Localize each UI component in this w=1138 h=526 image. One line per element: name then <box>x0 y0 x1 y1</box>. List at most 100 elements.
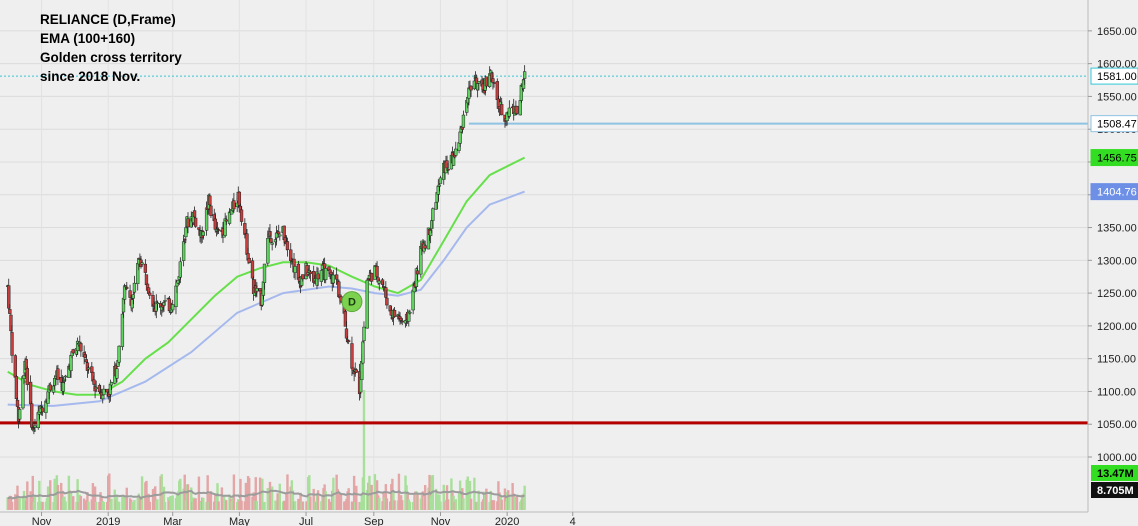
volume-bar <box>370 484 373 510</box>
y-tick-label: 1250.00 <box>1097 288 1137 300</box>
candle-body <box>33 425 37 428</box>
volume-bar <box>94 501 98 510</box>
volume-bar <box>293 501 297 510</box>
price-badge-last <box>1090 67 1138 85</box>
volume-bar <box>445 485 449 510</box>
candle-body <box>25 368 29 385</box>
volume-bar <box>194 498 197 510</box>
candle-body <box>262 263 267 283</box>
volume-bar <box>18 498 21 510</box>
dividend-marker-label: D <box>348 297 356 309</box>
candle-body <box>10 332 14 356</box>
volume-bar <box>278 483 282 510</box>
candle-body <box>84 359 88 363</box>
volume-bar <box>162 486 166 510</box>
candle-body <box>274 232 279 239</box>
volume-bar <box>515 495 519 510</box>
volume-bar <box>261 478 264 510</box>
candle-body <box>140 262 144 265</box>
volume-bar <box>64 501 67 510</box>
candle-body <box>350 343 354 369</box>
candle-body <box>343 311 348 327</box>
volume-bar <box>339 493 343 510</box>
volume-bar <box>485 488 488 510</box>
candle-body <box>117 345 121 363</box>
volume-bar <box>86 491 89 510</box>
candle-body <box>277 231 281 235</box>
candle-body <box>237 191 242 206</box>
x-tick-label: Mar <box>163 516 182 526</box>
candle-body <box>22 374 26 379</box>
candle-body <box>458 131 462 144</box>
candle-body <box>18 409 22 420</box>
candle-body <box>324 268 328 280</box>
candle-body <box>400 320 404 323</box>
volume-bar <box>508 495 511 510</box>
candle-body <box>181 241 186 261</box>
candle-body <box>79 343 83 352</box>
price-badge-label-ema100: 1456.75 <box>1097 153 1137 165</box>
candle-body <box>484 76 489 87</box>
candle-body <box>209 205 213 216</box>
volume-bar <box>503 488 507 510</box>
volume-bar <box>384 484 388 510</box>
candle-body <box>293 266 297 273</box>
candle-body <box>423 245 427 249</box>
ema100-line <box>7 156 526 396</box>
candle-body <box>71 349 75 354</box>
volume-bar <box>316 490 320 510</box>
candle-body <box>500 104 504 116</box>
candle-body <box>105 388 109 393</box>
volume-bar <box>232 474 236 510</box>
volume-bar <box>31 475 34 510</box>
volume-bar <box>202 497 205 510</box>
volume-bar <box>375 480 379 510</box>
candle-body <box>208 195 212 206</box>
candle-body <box>491 78 495 83</box>
candle-body <box>232 200 236 210</box>
volume-bar <box>393 500 396 510</box>
candle-body <box>143 263 148 273</box>
candle-body <box>365 279 369 329</box>
candle-body <box>331 274 336 284</box>
x-tick-label: Sep <box>364 516 384 526</box>
candle-body <box>63 375 68 378</box>
x-tick-label: Nov <box>431 516 451 526</box>
candle-body <box>285 241 290 250</box>
candle-body <box>308 271 313 274</box>
candle-body <box>319 270 323 282</box>
volume-bar <box>171 495 174 510</box>
volume-bar <box>458 480 462 510</box>
candle-body <box>329 271 333 275</box>
candle-body <box>109 382 114 386</box>
volume-bar <box>163 501 167 510</box>
volume-bar <box>160 474 163 510</box>
volume-bar <box>154 486 157 510</box>
candle-body <box>101 394 105 400</box>
volume-bar <box>309 496 312 510</box>
x-tick-label: Jul <box>299 516 313 526</box>
candle-body <box>167 298 172 312</box>
annotation-line-3: Golden cross territory <box>40 50 182 65</box>
volume-bar <box>270 486 274 510</box>
volume-bar <box>462 498 465 510</box>
x-tick-label: Nov <box>32 516 52 526</box>
volume-bar <box>454 499 457 510</box>
candle-body <box>14 376 19 400</box>
volume-bar <box>368 475 371 510</box>
volume-bar <box>523 485 526 510</box>
candle-body <box>266 238 270 264</box>
volume-badge <box>1091 465 1138 481</box>
candle-body <box>102 388 106 395</box>
volume-bar <box>209 491 213 510</box>
volume-bar <box>442 484 445 510</box>
candle-body <box>132 282 137 293</box>
x-axis-band <box>0 512 1138 526</box>
volume-bar <box>216 483 219 510</box>
candle-body <box>437 184 442 187</box>
candle-body <box>289 249 293 261</box>
volume-bar <box>355 485 358 510</box>
candle-body <box>131 294 135 299</box>
volume-bar <box>10 501 14 510</box>
